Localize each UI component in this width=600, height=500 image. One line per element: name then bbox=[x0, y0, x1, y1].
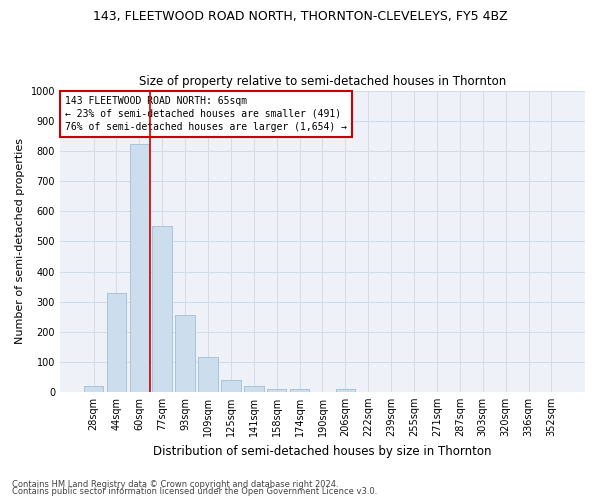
Bar bbox=[198, 357, 218, 392]
Title: Size of property relative to semi-detached houses in Thornton: Size of property relative to semi-detach… bbox=[139, 76, 506, 88]
Text: Contains public sector information licensed under the Open Government Licence v3: Contains public sector information licen… bbox=[12, 487, 377, 496]
Bar bbox=[244, 386, 263, 392]
Bar bbox=[267, 389, 286, 392]
Bar bbox=[335, 389, 355, 392]
Text: 143 FLEETWOOD ROAD NORTH: 65sqm
← 23% of semi-detached houses are smaller (491)
: 143 FLEETWOOD ROAD NORTH: 65sqm ← 23% of… bbox=[65, 96, 347, 132]
Y-axis label: Number of semi-detached properties: Number of semi-detached properties bbox=[15, 138, 25, 344]
X-axis label: Distribution of semi-detached houses by size in Thornton: Distribution of semi-detached houses by … bbox=[153, 444, 492, 458]
Text: Contains HM Land Registry data © Crown copyright and database right 2024.: Contains HM Land Registry data © Crown c… bbox=[12, 480, 338, 489]
Text: 143, FLEETWOOD ROAD NORTH, THORNTON-CLEVELEYS, FY5 4BZ: 143, FLEETWOOD ROAD NORTH, THORNTON-CLEV… bbox=[92, 10, 508, 23]
Bar bbox=[84, 386, 103, 392]
Bar bbox=[152, 226, 172, 392]
Bar bbox=[175, 315, 195, 392]
Bar bbox=[221, 380, 241, 392]
Bar bbox=[130, 144, 149, 392]
Bar bbox=[290, 389, 309, 392]
Bar bbox=[107, 292, 126, 392]
